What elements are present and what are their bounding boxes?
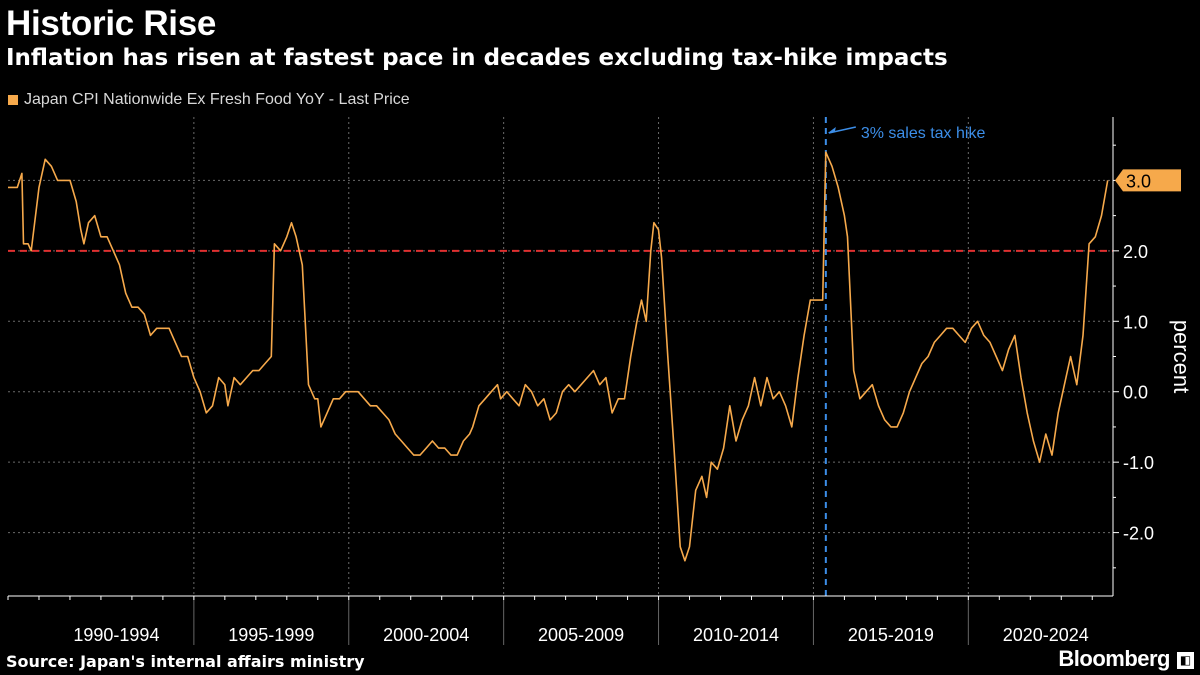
last-value-badge (1115, 169, 1181, 192)
bloomberg-mark-icon: ◧ (1177, 652, 1194, 669)
grid-layer (8, 117, 1113, 596)
legend-swatch (8, 95, 18, 105)
y-tick-label: 0.0 (1123, 383, 1148, 403)
x-tick-label: 1995-1999 (228, 625, 314, 645)
tax-hike-arrowhead-icon (827, 127, 836, 133)
y-axis-title: percent (1169, 320, 1194, 393)
y-tick-label: -2.0 (1123, 524, 1154, 544)
x-tick-label: 2015-2019 (848, 625, 934, 645)
bloomberg-logo: Bloomberg (1058, 646, 1170, 671)
legend-label: Japan CPI Nationwide Ex Fresh Food YoY -… (24, 91, 410, 108)
chart-legend: Japan CPI Nationwide Ex Fresh Food YoY -… (8, 91, 410, 109)
y-tick-label: 2.0 (1123, 242, 1148, 262)
reference-layer: 3% sales tax hike (8, 117, 1113, 596)
axis-layer: -2.0 -1.0 0.0 1.0 2.0 1990-1994 1995-1999 2000-… (7, 117, 1194, 645)
x-tick-label: 2005-2009 (538, 625, 624, 645)
x-tick-label: 2000-2004 (383, 625, 469, 645)
tax-hike-annotation: 3% sales tax hike (861, 125, 986, 142)
x-tick-label: 1990-1994 (73, 625, 159, 645)
source-note: Source: Japan's internal affairs ministr… (6, 652, 365, 671)
last-value-label: 3.0 (1126, 171, 1151, 191)
chart-title: Historic Rise (6, 4, 217, 43)
chart-subtitle: Inflation has risen at fastest pace in d… (6, 45, 948, 71)
x-tick-label: 2020-2024 (1003, 625, 1089, 645)
x-tick-label: 2010-2014 (693, 625, 779, 645)
series-line-cpi (8, 151, 1109, 562)
y-tick-label: 1.0 (1123, 312, 1148, 332)
series-layer (8, 151, 1109, 562)
y-tick-label: -1.0 (1123, 453, 1154, 473)
